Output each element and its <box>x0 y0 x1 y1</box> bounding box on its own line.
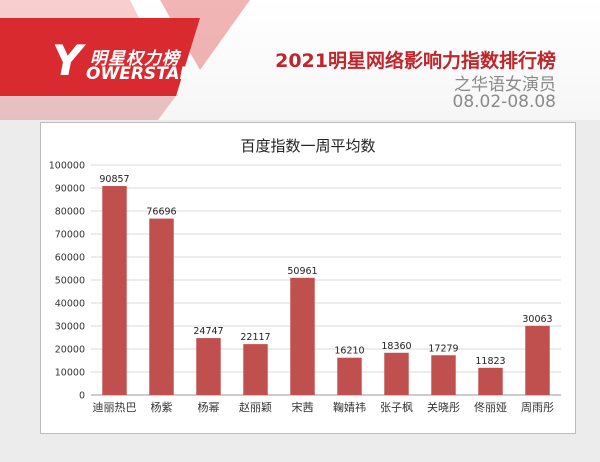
x-tick-label: 关晓彤 <box>427 400 460 414</box>
y-tick-label: 30000 <box>55 322 85 333</box>
x-tick-label: 杨幂 <box>198 400 220 414</box>
bar <box>149 218 174 395</box>
brand-logo-mark: Y <box>52 36 83 85</box>
x-tick-label: 鞠婧祎 <box>333 400 366 414</box>
bar <box>337 357 362 395</box>
y-tick-label: 100000 <box>49 161 85 172</box>
bar-value-label: 24747 <box>193 326 223 337</box>
bar <box>478 367 503 395</box>
y-tick-label: 90000 <box>55 184 85 195</box>
chart-title: 百度指数一周平均数 <box>240 137 375 155</box>
bar-value-label: 76696 <box>146 207 176 218</box>
y-tick-label: 40000 <box>55 299 85 310</box>
bar-value-label: 30063 <box>522 314 552 325</box>
bar-value-label: 90857 <box>99 174 129 185</box>
bar-value-label: 50961 <box>287 266 317 277</box>
y-tick-label: 70000 <box>55 230 85 241</box>
x-tick-label: 迪丽热巴 <box>93 401 137 414</box>
ranking-title: 2021明星网络影响力指数排行榜 <box>275 50 556 72</box>
y-tick-label: 50000 <box>55 276 85 287</box>
date-range: 08.02-08.08 <box>452 92 556 112</box>
x-axis: 迪丽热巴 杨紫 杨幂 赵丽颖 宋茜 鞠婧祎 张子枫 关晓彤 佟丽娅 周雨彤 <box>93 400 555 414</box>
bar <box>525 325 550 395</box>
brand-logo-english: OWERSTAR <box>86 64 193 84</box>
x-tick-label: 宋茜 <box>292 400 314 414</box>
bar-value-label: 11823 <box>475 356 505 367</box>
x-tick-label: 赵丽颖 <box>239 400 272 414</box>
y-tick-label: 10000 <box>55 368 85 379</box>
y-tick-label: 80000 <box>55 207 85 218</box>
x-tick-label: 杨紫 <box>151 400 173 414</box>
bar-value-label: 17279 <box>428 343 458 354</box>
data-labels: 90857 76696 24747 22117 50961 16210 18360 17279… <box>99 174 552 367</box>
y-axis: 0 10000 20000 30000 40000 50000 60000 70000 8000… <box>49 161 85 402</box>
x-tick-label: 周雨彤 <box>521 401 554 414</box>
bar-chart: 百度指数一周平均数 0 10000 20000 30000 40000 50000 6000… <box>49 137 561 414</box>
chart-card: 百度指数一周平均数 0 10000 20000 30000 40000 50000 6000… <box>40 122 576 434</box>
x-tick-label: 佟丽娅 <box>474 400 507 414</box>
bar <box>431 355 456 395</box>
y-tick-label: 0 <box>79 391 85 402</box>
x-tick-label: 张子枫 <box>380 400 413 414</box>
ranking-subtitle: 之华语女演员 <box>454 75 556 95</box>
bar <box>290 277 315 395</box>
brand-banner-shape <box>0 0 250 120</box>
bar <box>243 344 268 395</box>
bar <box>384 352 409 395</box>
bars <box>102 186 550 395</box>
bar <box>102 186 127 395</box>
y-tick-label: 60000 <box>55 253 85 264</box>
bar <box>196 338 221 395</box>
brand-logo-chinese: 明星权力榜 <box>90 49 180 69</box>
bar-value-label: 18360 <box>381 341 411 352</box>
y-tick-label: 20000 <box>55 345 85 356</box>
bar-value-label: 16210 <box>334 346 364 357</box>
bar-value-label: 22117 <box>240 332 270 343</box>
